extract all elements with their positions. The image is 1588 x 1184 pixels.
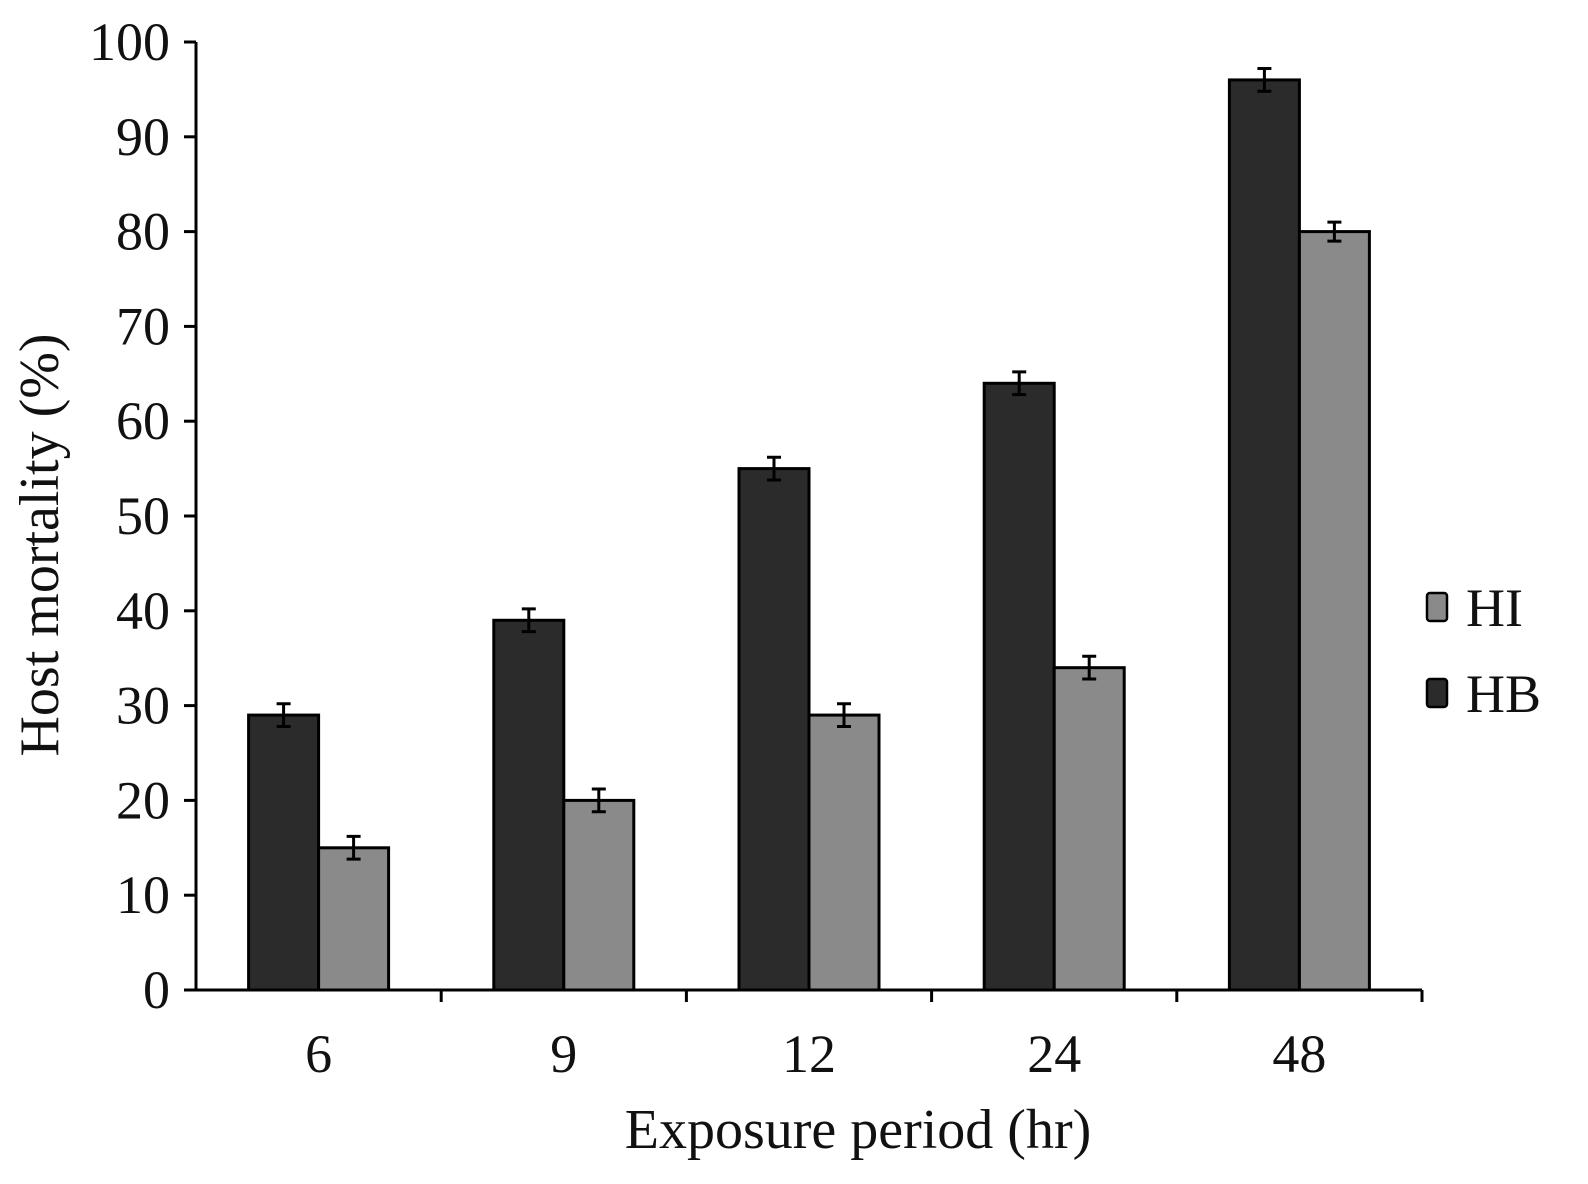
x-tick-label: 48 xyxy=(1272,1024,1326,1084)
y-tick-label: 20 xyxy=(116,770,170,830)
bars-layer xyxy=(247,67,1371,992)
bar-hb-24 xyxy=(982,381,1056,992)
error-bar-hi-6 xyxy=(346,834,361,861)
y-tick-label: 70 xyxy=(116,296,170,356)
bar-hb-48 xyxy=(1227,78,1301,992)
x-axis-title: Exposure period (hr) xyxy=(625,1099,1092,1161)
y-axis-title: Host mortality (%) xyxy=(9,333,71,756)
error-bar-hb-12 xyxy=(767,455,781,482)
legend-swatch-hi xyxy=(1425,591,1449,623)
y-tick-label: 60 xyxy=(116,391,170,451)
error-bar-hi-24 xyxy=(1082,654,1097,681)
y-tick-label: 90 xyxy=(116,107,170,167)
bar-hb-12 xyxy=(737,467,811,992)
y-tick-label: 10 xyxy=(116,865,170,925)
x-tick-label: 9 xyxy=(550,1024,577,1084)
error-bar-hb-24 xyxy=(1012,370,1027,397)
legend-label-hi: HI xyxy=(1466,578,1523,638)
bar-hb-9 xyxy=(492,618,566,992)
legend-label-hb: HB xyxy=(1466,664,1541,724)
bar-hi-24 xyxy=(1052,666,1126,992)
y-tick-label: 80 xyxy=(116,202,170,262)
bar-hi-9 xyxy=(562,798,636,992)
error-bar-hi-9 xyxy=(591,787,606,814)
legend-swatch-hb xyxy=(1425,677,1449,709)
error-bar-hi-48 xyxy=(1327,220,1342,243)
bar-hb-6 xyxy=(247,713,321,992)
error-bar-hb-9 xyxy=(521,607,536,634)
error-bar-hb-48 xyxy=(1257,67,1272,93)
y-tick-label: 40 xyxy=(116,581,170,641)
y-tick-label: 100 xyxy=(89,12,170,72)
y-tick-label: 0 xyxy=(143,960,170,1020)
bar-hi-12 xyxy=(807,713,881,992)
error-bar-hi-12 xyxy=(837,702,851,728)
axes-layer: 6 9 12 24 48 0 10 20 30 40 50 60 70 80 90 100 xyxy=(89,12,1424,1084)
bar-hi-6 xyxy=(317,846,391,992)
error-bar-hb-6 xyxy=(276,702,291,728)
y-tick-label: 30 xyxy=(116,676,170,736)
legend: HI HB xyxy=(1425,578,1541,724)
x-tick-label: 24 xyxy=(1027,1024,1081,1084)
bar-hi-48 xyxy=(1297,230,1371,992)
x-tick-label: 6 xyxy=(305,1024,332,1084)
x-tick-label: 12 xyxy=(782,1024,836,1084)
y-tick-label: 50 xyxy=(116,486,170,546)
